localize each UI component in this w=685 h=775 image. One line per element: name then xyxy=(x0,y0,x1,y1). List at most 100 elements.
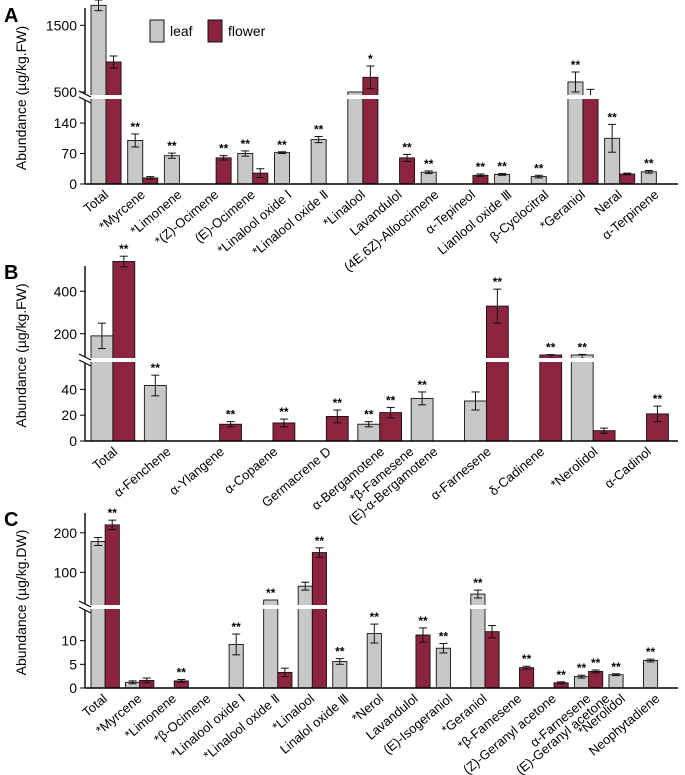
significance-label: ** xyxy=(241,137,251,151)
axis-break-mark xyxy=(78,353,92,361)
bar-flower xyxy=(484,631,500,689)
bar-leaf xyxy=(494,173,511,185)
significance-label: ** xyxy=(556,668,566,682)
significance-label: ** xyxy=(279,405,289,419)
y-tick-label: 200 xyxy=(54,326,78,342)
axis-break-band xyxy=(81,605,678,609)
x-category-label: α-Ylangene xyxy=(166,444,227,498)
bar-flower xyxy=(112,261,136,442)
significance-label: ** xyxy=(607,110,617,124)
y-tick-label: 1500 xyxy=(46,17,77,33)
bar-leaf xyxy=(570,354,594,442)
bar-leaf xyxy=(263,599,279,689)
significance-label: ** xyxy=(476,160,486,174)
bar-leaf xyxy=(643,660,659,689)
bar-flower xyxy=(539,354,563,442)
y-tick-label: 70 xyxy=(61,146,77,162)
x-category-label: α-Fenchene xyxy=(111,444,174,500)
significance-label: ** xyxy=(424,157,434,171)
significance-label: ** xyxy=(333,396,343,410)
x-category-label: *Nerolidol xyxy=(548,444,601,492)
bar-flower xyxy=(582,96,599,185)
significance-label: ** xyxy=(177,665,187,679)
bar-leaf xyxy=(640,171,657,185)
significance-label: ** xyxy=(439,630,449,644)
bar-flower xyxy=(519,667,535,689)
y-axis-title: Abundance (µg/kg.FW) xyxy=(13,283,29,427)
bar-flower xyxy=(415,634,431,689)
significance-label: ** xyxy=(119,242,129,256)
bar-flower xyxy=(619,173,636,185)
significance-label: ** xyxy=(232,620,242,634)
bar-flower xyxy=(485,305,509,442)
significance-label: ** xyxy=(611,660,621,674)
axis-break-mark xyxy=(78,359,92,367)
significance-label: ** xyxy=(578,340,588,354)
bar-leaf xyxy=(310,139,327,185)
y-tick-label: 200 xyxy=(54,525,78,541)
y-tick-label: 20 xyxy=(61,407,77,423)
y-tick-label: 400 xyxy=(54,283,78,299)
x-category-label: α-Cadinol xyxy=(601,444,654,492)
significance-label: ** xyxy=(314,123,324,137)
panel-label-A: A xyxy=(4,5,18,27)
bar-flower xyxy=(362,76,379,185)
y-axis-title: Abundance (µg/kg.FW) xyxy=(13,26,29,170)
x-category-label: Total xyxy=(80,187,111,216)
significance-label: ** xyxy=(219,142,229,156)
panel-label-C: C xyxy=(4,509,18,531)
significance-label: ** xyxy=(266,586,276,600)
bar-leaf xyxy=(332,661,348,689)
bar-leaf xyxy=(90,335,114,442)
bar-leaf xyxy=(90,4,107,185)
y-tick-label: 100 xyxy=(54,564,78,580)
significance-label: ** xyxy=(546,341,556,355)
legend-swatch-flower xyxy=(207,19,223,43)
significance-label: ** xyxy=(497,160,507,174)
significance-label: ** xyxy=(473,576,483,590)
y-tick-label: 0 xyxy=(69,176,77,192)
bar-leaf xyxy=(608,674,624,689)
significance-label: ** xyxy=(108,506,118,520)
y-tick-label: 40 xyxy=(61,381,77,397)
significance-label: ** xyxy=(226,408,236,422)
bar-leaf xyxy=(435,647,451,689)
bar-flower xyxy=(215,157,232,185)
bar-flower xyxy=(311,552,327,689)
axis-break-band xyxy=(81,95,678,99)
legend-swatch-leaf xyxy=(149,19,165,43)
significance-label: ** xyxy=(522,652,532,666)
panel-label-B: B xyxy=(4,262,18,284)
axis-break-mark xyxy=(78,606,92,614)
axis-break-band xyxy=(81,358,678,362)
x-category-label: (E)-Geranyl acetone xyxy=(513,691,612,775)
legend: leaf flower xyxy=(149,19,266,43)
significance-label: ** xyxy=(131,120,141,134)
significance-label: ** xyxy=(417,378,427,392)
axis-break-mark xyxy=(78,600,92,608)
axis-break-mark xyxy=(78,96,92,104)
significance-label: ** xyxy=(386,393,396,407)
y-tick-label: 10 xyxy=(61,633,77,649)
significance-label: ** xyxy=(335,645,345,659)
bar-leaf xyxy=(347,91,364,185)
significance-label: ** xyxy=(277,138,287,152)
significance-label: ** xyxy=(534,161,544,175)
legend-label-flower: flower xyxy=(228,23,266,39)
significance-label: ** xyxy=(315,534,325,548)
bar-leaf xyxy=(297,585,313,689)
significance-label: ** xyxy=(167,139,177,153)
y-tick-label: 500 xyxy=(54,84,78,100)
bar-leaf xyxy=(237,153,254,185)
significance-label: ** xyxy=(370,610,380,624)
significance-label: ** xyxy=(418,614,428,628)
significance-label: ** xyxy=(151,361,161,375)
significance-label: ** xyxy=(644,157,654,171)
bar-flower xyxy=(105,61,122,185)
significance-label: ** xyxy=(402,140,412,154)
significance-label: ** xyxy=(653,392,663,406)
